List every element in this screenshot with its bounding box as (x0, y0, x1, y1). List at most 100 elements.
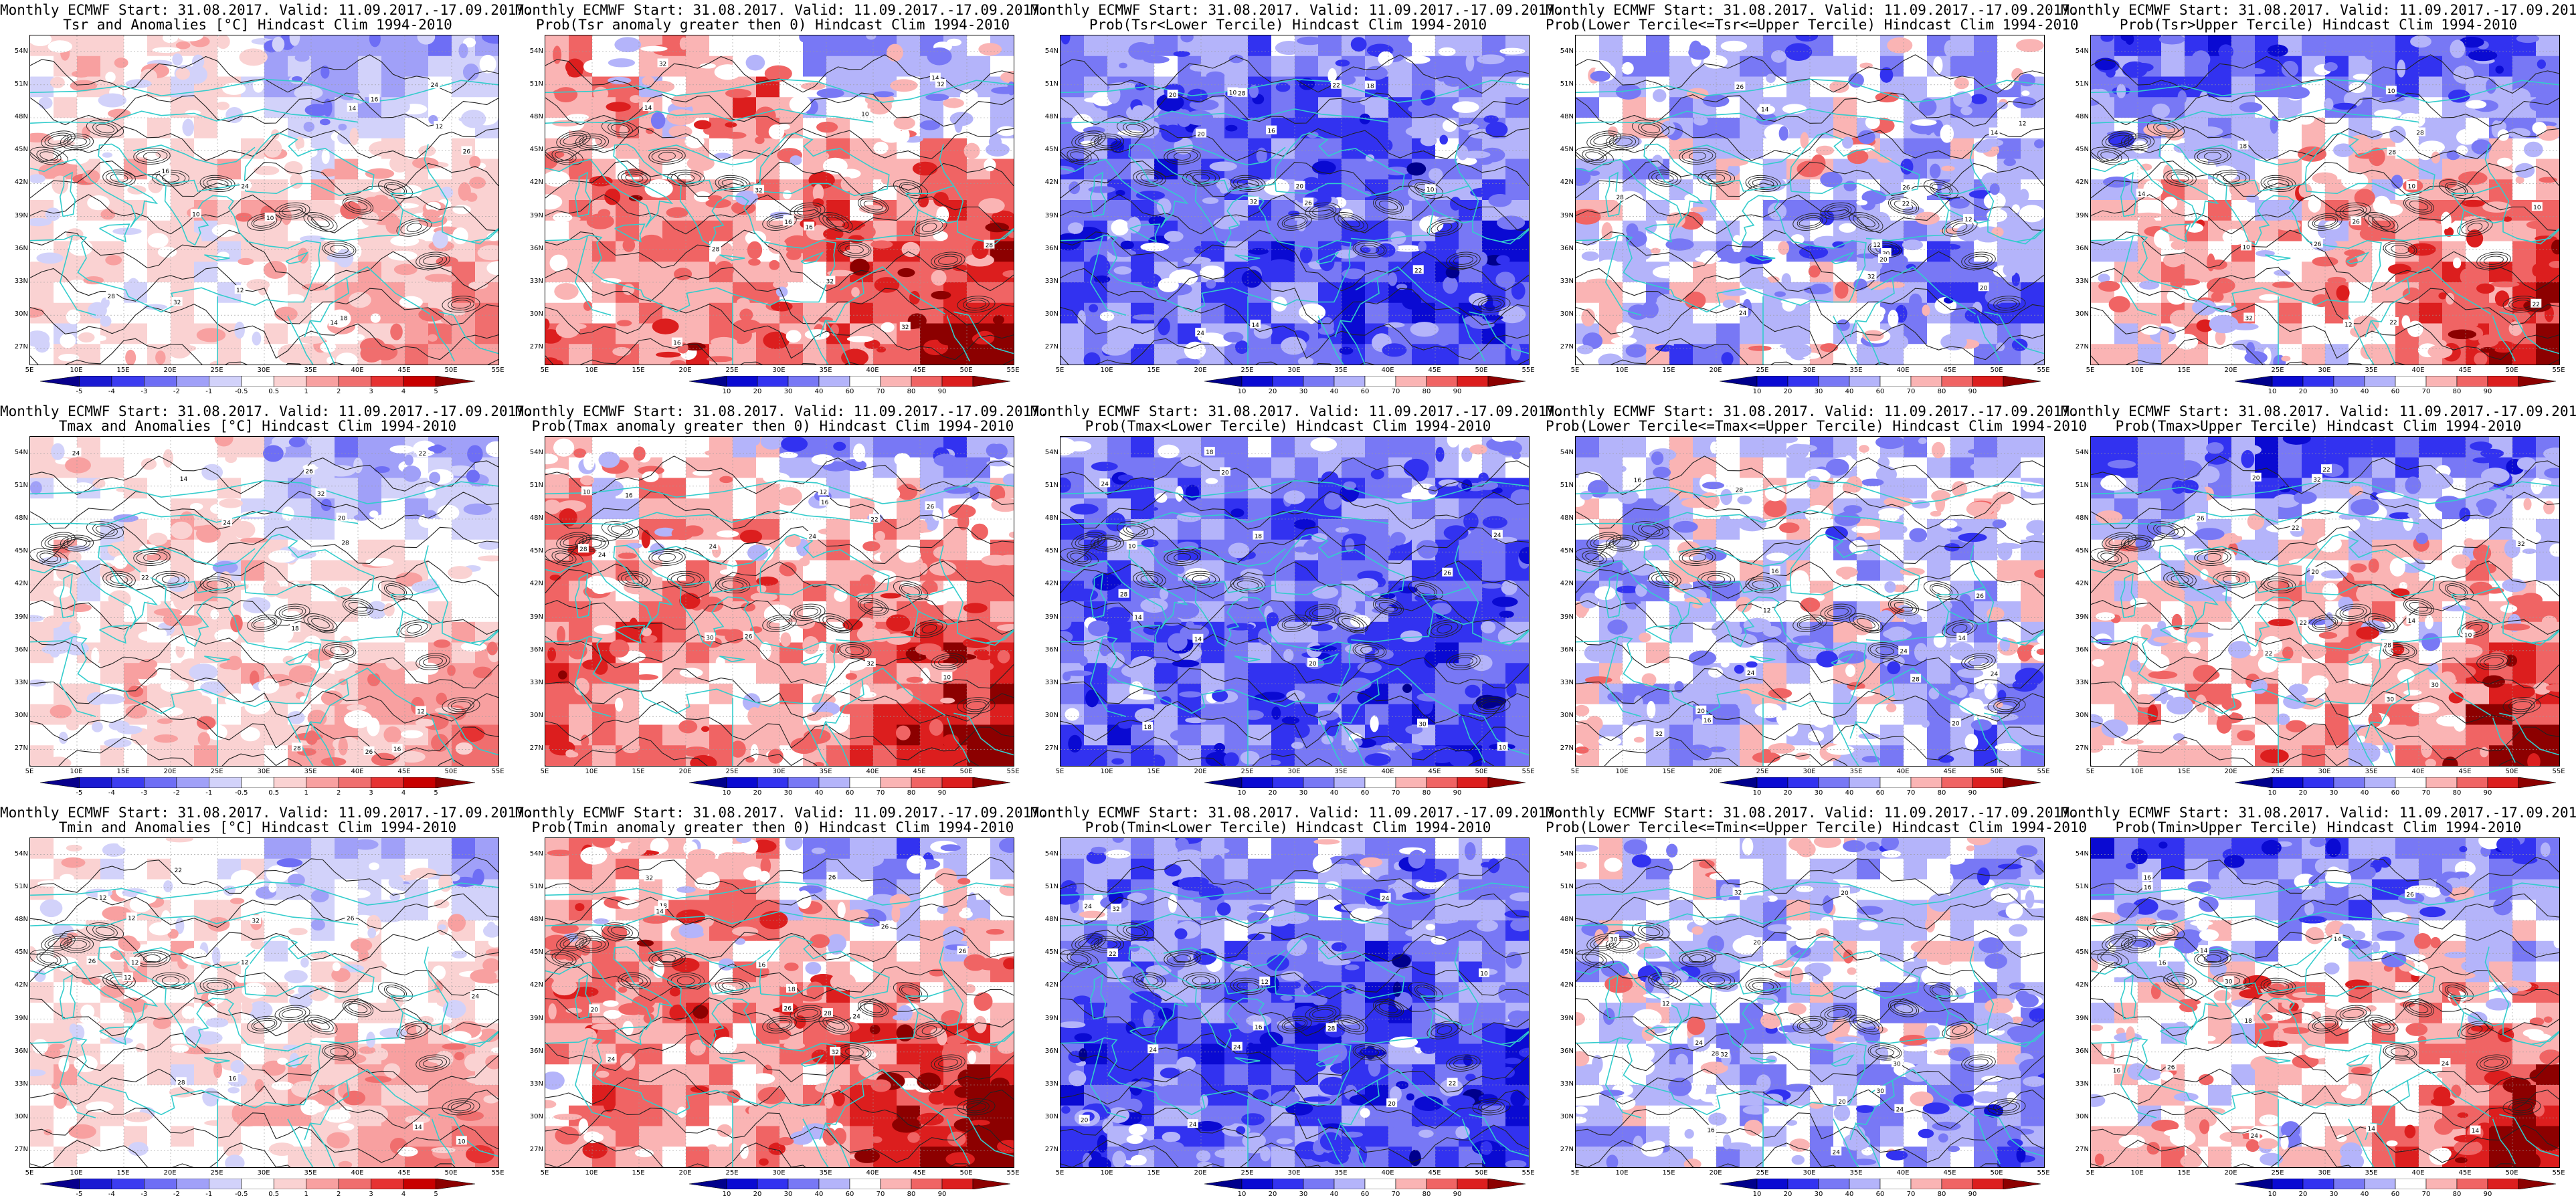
map-shaded-patch (1766, 276, 1780, 283)
temperature-contour (1061, 229, 1529, 292)
map-shaded-patch (963, 142, 980, 159)
colorbar-tick-label: 4 (401, 388, 406, 395)
map-plot-area: 12 16 14 24 26 26 24 18 32 22 28 28 22 20 (29, 436, 499, 767)
terrain-contour (39, 553, 58, 563)
longitude-label: 20E (1194, 367, 1207, 374)
colorbar-swatch (2487, 376, 2519, 387)
panel-title-line1: Monthly ECMWF Start: 31.08.2017. Valid: … (515, 403, 1048, 419)
map-shaded-cell (311, 560, 335, 581)
map-shaded-cell (592, 684, 616, 705)
contour-label-box (1900, 182, 1912, 191)
map-shaded-patch (1820, 343, 1839, 353)
map-shaded-patch (693, 120, 712, 130)
terrain-contour (1968, 256, 1989, 265)
map-shaded-patch (2494, 120, 2507, 132)
temperature-contour (30, 161, 498, 199)
map-shaded-patch (573, 678, 589, 696)
colorbar-swatch (273, 376, 306, 387)
map-shaded-patch (1483, 115, 1499, 123)
map-shaded-patch (946, 38, 962, 46)
map-shaded-patch (1616, 322, 1634, 338)
map-shaded-cell (77, 519, 101, 540)
contour-label-box (391, 743, 403, 752)
coastline (99, 625, 130, 644)
colorbar-tick-label: 3 (369, 789, 373, 797)
map-shaded-patch (263, 138, 282, 158)
terrain-contour (307, 615, 334, 631)
map-shaded-patch (781, 437, 808, 452)
map-shaded-patch (1327, 68, 1337, 84)
map-shaded-cell (616, 138, 640, 160)
colorbar-swatch (726, 777, 758, 788)
coastline (1200, 179, 1277, 192)
contour-label-box (1331, 80, 1342, 89)
contour-label-box (461, 146, 472, 155)
coastline (800, 252, 824, 264)
latitude-label: 36N (1044, 244, 1059, 252)
map-shaded-patch (705, 198, 732, 209)
latitude-label: 39N (1560, 211, 1574, 219)
map-shaded-patch (1588, 170, 1600, 176)
map-shaded-patch (2206, 136, 2227, 154)
coastline (304, 720, 335, 766)
longitude-label: 20E (163, 367, 177, 374)
panel-title-line1: Monthly ECMWF Start: 31.08.2017. Valid: … (1030, 2, 1564, 18)
map-shaded-patch (2465, 100, 2487, 109)
map-shaded-patch (339, 635, 353, 654)
terrain-contour (582, 137, 602, 146)
map-shaded-cell (100, 323, 124, 344)
map-shaded-patch (1111, 219, 1129, 236)
terrain-contour (911, 619, 947, 638)
temperature-contour (2091, 92, 2559, 127)
map-shaded-patch (1586, 278, 1613, 284)
latitude-label: 54N (1044, 47, 1059, 55)
contour-value-label: 16 (393, 746, 401, 753)
map-shaded-cell (381, 684, 405, 705)
map-shaded-patch (927, 47, 952, 66)
terrain-contour (396, 619, 432, 638)
map-shaded-cell (779, 663, 804, 684)
longitude-label: 25E (210, 367, 223, 374)
temperature-contour (30, 700, 498, 761)
map-shaded-cell (2395, 344, 2419, 365)
map-shaded-patch (2211, 291, 2224, 302)
map-shaded-patch (2153, 229, 2170, 249)
map-shaded-patch (1576, 344, 1594, 355)
map-shaded-cell (405, 76, 429, 98)
map-shaded-patch (395, 572, 423, 587)
map-shaded-patch (1187, 88, 1208, 103)
map-shaded-patch (1511, 282, 1526, 300)
terrain-contour (253, 618, 276, 628)
coastline (99, 223, 130, 243)
map-shaded-patch (682, 746, 711, 757)
map-shaded-cell (1248, 35, 1272, 57)
map-shaded-cell (217, 262, 242, 283)
map-shaded-patch (2523, 141, 2543, 158)
map-shaded-patch (82, 169, 100, 183)
coastline (285, 252, 309, 264)
map-shaded-cell (920, 478, 944, 499)
map-shaded-patch (262, 579, 281, 597)
map-shaded-patch (859, 574, 876, 593)
longitude-label: 50E (444, 367, 458, 374)
map-shaded-patch (1223, 331, 1244, 343)
contour-value-label: 24 (709, 544, 717, 550)
terrain-contour (2213, 169, 2250, 187)
map-shaded-patch (604, 188, 621, 205)
map-shaded-patch (554, 283, 579, 300)
colorbar-tick-label: 40 (1845, 388, 1854, 395)
map-shaded-patch (2258, 294, 2280, 301)
contour-label-box (2387, 146, 2398, 156)
latitude-label: 36N (14, 645, 28, 654)
map-shaded-cell (967, 437, 991, 458)
colorbar-swatch (726, 376, 758, 387)
map-shaded-cell (803, 262, 827, 283)
terrain-contour (2446, 184, 2466, 195)
contour-label-box (240, 181, 251, 190)
terrain-contour (1342, 217, 1360, 227)
map-shaded-patch (2169, 310, 2193, 327)
map-shaded-patch (447, 665, 456, 676)
contour-value-label: 16 (784, 219, 792, 226)
map-shaded-patch (678, 720, 698, 734)
map-shaded-cell (592, 601, 616, 623)
